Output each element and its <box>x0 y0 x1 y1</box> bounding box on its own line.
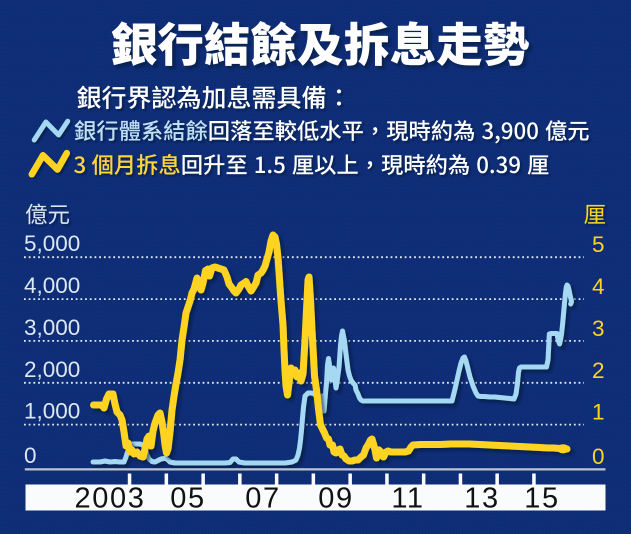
svg-text:05: 05 <box>170 483 205 515</box>
svg-text:2003: 2003 <box>75 483 146 515</box>
svg-text:11: 11 <box>391 483 424 515</box>
svg-text:4,000: 4,000 <box>24 273 80 298</box>
svg-text:2,000: 2,000 <box>24 357 80 382</box>
svg-text:4: 4 <box>592 274 605 299</box>
svg-text:3,000: 3,000 <box>24 315 80 340</box>
svg-text:0: 0 <box>592 444 605 469</box>
svg-text:3: 3 <box>592 316 605 341</box>
svg-text:1,000: 1,000 <box>24 399 80 424</box>
svg-text:1: 1 <box>592 400 605 425</box>
svg-text:0: 0 <box>24 443 37 468</box>
svg-text:15: 15 <box>524 483 559 515</box>
svg-text:5,000: 5,000 <box>24 231 80 256</box>
svg-text:07: 07 <box>245 483 280 515</box>
svg-text:09: 09 <box>318 483 353 515</box>
svg-text:5: 5 <box>592 232 605 257</box>
svg-text:2: 2 <box>592 358 605 383</box>
svg-text:13: 13 <box>464 483 499 515</box>
